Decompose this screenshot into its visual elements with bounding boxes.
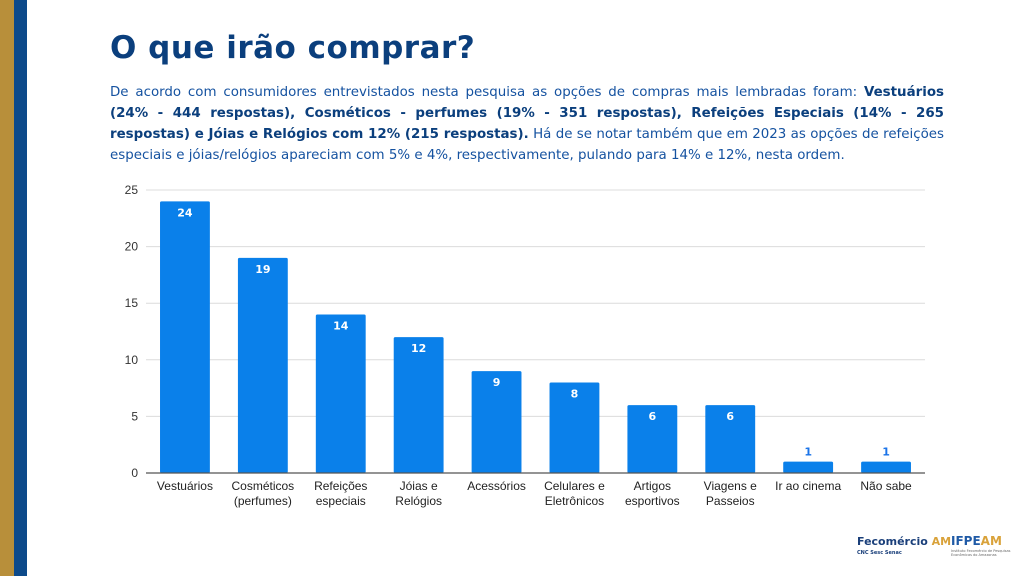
category-labels: Vestuários Cosméticos (perfumes) Refeições e…: [157, 479, 912, 508]
y-tick-label: 10: [125, 353, 139, 367]
value-labels: 24 19 14 12 9 8 6 6 1 1: [177, 206, 890, 458]
bar-chart: 0 5 10 15 20 25 24 19 14 12 9 8 6 6 1 1 Vestuários Cosm…: [125, 183, 925, 508]
y-tick-label: 0: [131, 466, 138, 480]
data-label: 6: [649, 410, 657, 423]
data-label: 24: [177, 206, 193, 219]
description-segment: Há de se notar também que em 2023 as opç…: [110, 127, 944, 163]
ifpe-logo: IFPEAM Instituto Fecomércio de Pesquisas…: [951, 530, 1024, 557]
data-label: 14: [333, 320, 349, 333]
x-tick-label: Ir ao cinema: [775, 479, 841, 493]
data-label: 1: [804, 446, 812, 459]
bar: [783, 461, 834, 473]
slide-description: De acordo com consumidores entrevistados…: [110, 82, 944, 166]
bar: [393, 337, 444, 473]
bar: [160, 201, 210, 473]
x-tick-label: Acessórios: [467, 479, 526, 493]
data-label: 1: [882, 446, 890, 459]
blue-side-stripe: [14, 0, 27, 576]
x-tick-label: Não sabe: [860, 479, 912, 493]
fecomercio-logo-name: Fecomércio AM: [857, 535, 952, 548]
x-tick-label: Vestuários: [157, 479, 213, 493]
data-label: 12: [411, 342, 426, 355]
bars: [160, 201, 911, 473]
fecomercio-logo-subtitle: CNC Sesc Senac: [857, 550, 902, 556]
description-segment: Vestuários (24% - 444 respostas), Cosmét…: [110, 85, 944, 142]
x-tick-label: Viagens e Passeios: [704, 479, 757, 508]
bar: [861, 461, 911, 473]
x-tick-label: Cosméticos (perfumes): [232, 479, 295, 508]
bar: [315, 314, 366, 473]
ifpe-logo-name: IFPEAM: [951, 534, 1002, 548]
y-tick-label: 20: [125, 240, 139, 254]
y-axis-ticks: 0 5 10 15 20 25: [125, 183, 139, 480]
bar: [471, 371, 522, 473]
description-segment: De acordo com consumidores entrevistados…: [110, 85, 864, 100]
x-tick-label: Refeições especiais: [314, 479, 367, 508]
bar: [627, 405, 678, 473]
ifpe-logo-subtitle: Instituto Fecomércio de Pesquisas Econôm…: [951, 549, 1011, 557]
bar: [705, 405, 756, 473]
y-tick-label: 25: [125, 183, 139, 197]
x-tick-label: Jóias e Relógios: [395, 479, 442, 508]
x-tick-label: Artigos esportivos: [625, 479, 680, 508]
x-tick-label: Celulares e Eletrônicos: [544, 479, 605, 508]
slide-title: O que irão comprar?: [110, 30, 476, 66]
data-label: 9: [493, 376, 501, 389]
data-label: 6: [726, 410, 734, 423]
fecomercio-logo: Fecomércio AM CNC Sesc Senac: [857, 530, 951, 556]
bar: [237, 257, 288, 473]
bar: [549, 382, 600, 473]
y-tick-label: 15: [125, 296, 139, 310]
data-label: 19: [255, 263, 270, 276]
data-label: 8: [571, 387, 579, 400]
gold-side-stripe: [0, 0, 14, 576]
y-tick-label: 5: [131, 409, 138, 423]
